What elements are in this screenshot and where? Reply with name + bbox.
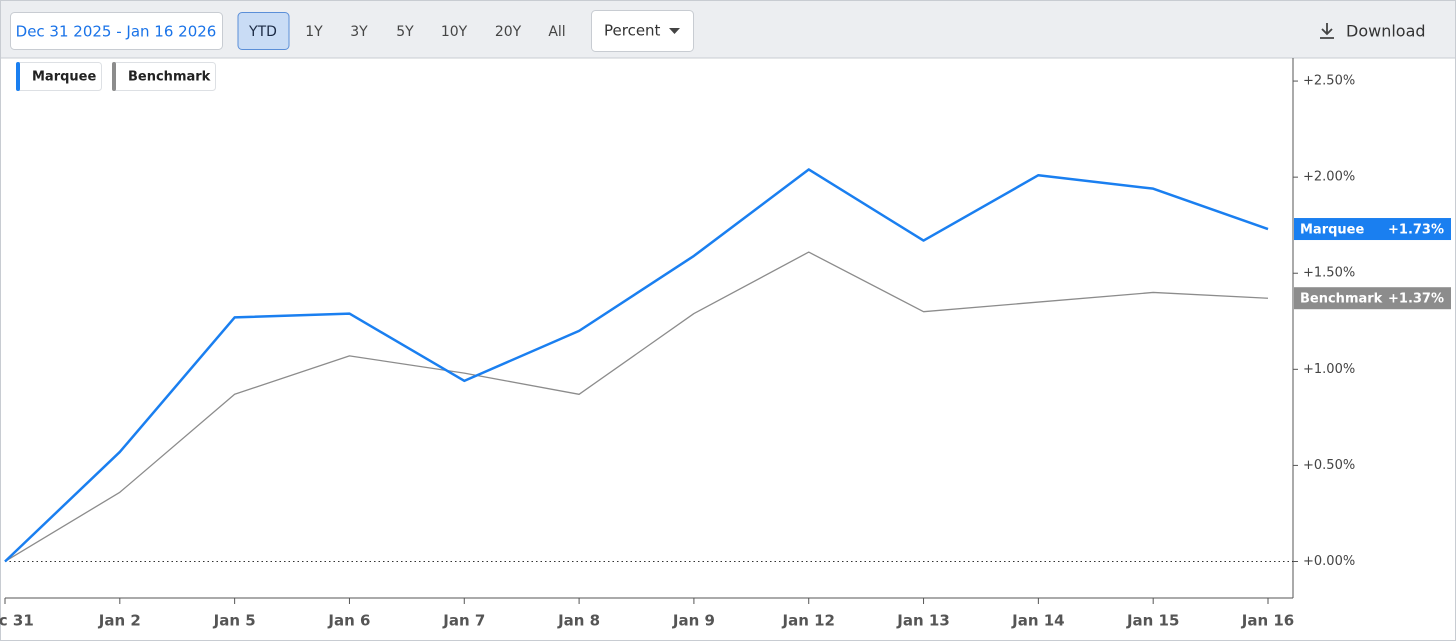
x-tick-label: Jan 6 bbox=[327, 612, 370, 630]
x-tick-label: Jan 14 bbox=[1011, 612, 1064, 630]
end-label-value: +1.73% bbox=[1388, 223, 1444, 238]
download-text: Download bbox=[1346, 22, 1426, 41]
x-tick-label: Jan 13 bbox=[896, 612, 949, 630]
range-button[interactable]: 20Y bbox=[495, 24, 522, 40]
x-tick-label: Jan 15 bbox=[1126, 612, 1179, 630]
end-label-name: Benchmark bbox=[1300, 292, 1383, 307]
y-tick-label: +2.50% bbox=[1303, 74, 1355, 89]
x-tick-label: Jan 8 bbox=[557, 612, 600, 630]
date-range-text: Dec 31 2025 - Jan 16 2026 bbox=[16, 23, 217, 41]
range-button[interactable]: 5Y bbox=[396, 24, 414, 40]
legend-swatch bbox=[112, 62, 116, 91]
y-tick-label: +0.50% bbox=[1303, 458, 1355, 473]
y-tick-label: +0.00% bbox=[1303, 554, 1355, 569]
x-tick-label: Jan 16 bbox=[1241, 612, 1294, 630]
x-tick-label: Dec 31 bbox=[0, 612, 34, 630]
x-tick-label: Jan 12 bbox=[781, 612, 834, 630]
download-button[interactable]: Download bbox=[1320, 22, 1426, 41]
end-label-box bbox=[1294, 287, 1451, 310]
end-label-box bbox=[1294, 218, 1451, 241]
date-range-button[interactable] bbox=[10, 12, 223, 50]
series-line bbox=[4, 168, 1269, 563]
range-button-active[interactable] bbox=[237, 12, 290, 50]
range-button[interactable]: All bbox=[548, 24, 565, 40]
x-tick-label: Jan 5 bbox=[213, 612, 256, 630]
legend-label: Marquee bbox=[32, 70, 96, 85]
range-button[interactable]: 10Y bbox=[441, 24, 468, 40]
end-label-value: +1.37% bbox=[1388, 292, 1444, 307]
x-tick-label: Jan 2 bbox=[98, 612, 141, 630]
series-line bbox=[4, 251, 1269, 563]
range-button[interactable]: YTD bbox=[248, 24, 277, 40]
range-button[interactable]: 3Y bbox=[350, 24, 368, 40]
unit-dropdown[interactable] bbox=[591, 10, 694, 52]
y-tick-label: +1.50% bbox=[1303, 266, 1355, 281]
y-tick-label: +2.00% bbox=[1303, 170, 1355, 185]
end-label-name: Marquee bbox=[1300, 223, 1364, 238]
x-tick-label: Jan 7 bbox=[442, 612, 485, 630]
legend-swatch bbox=[16, 62, 20, 91]
legend-label: Benchmark bbox=[128, 70, 211, 85]
range-button[interactable]: 1Y bbox=[305, 24, 323, 40]
dropdown-arrow bbox=[669, 28, 680, 34]
unit-text: Percent bbox=[604, 22, 661, 40]
x-tick-label: Jan 9 bbox=[672, 612, 715, 630]
download-icon bbox=[1320, 23, 1334, 39]
y-tick-label: +1.00% bbox=[1303, 362, 1355, 377]
